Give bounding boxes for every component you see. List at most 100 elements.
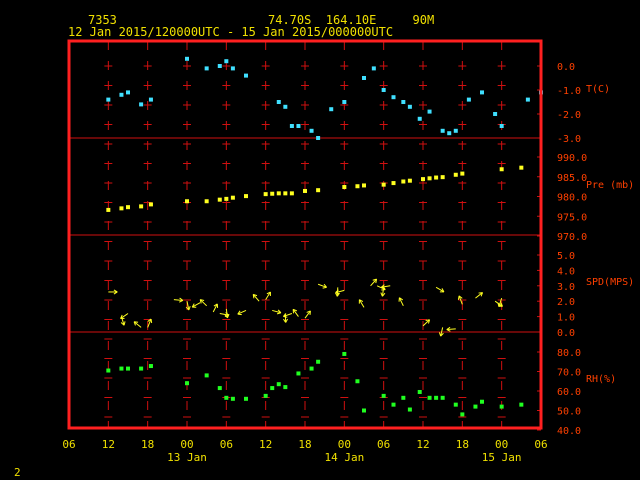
pressure-point xyxy=(263,192,268,197)
temperature-point xyxy=(466,97,471,102)
humidity-point xyxy=(283,385,288,390)
humidity-point xyxy=(119,366,124,371)
x-tick-label: 18 xyxy=(456,438,469,451)
wind-vector xyxy=(304,310,311,319)
x-date-label: 15 Jan xyxy=(482,451,522,464)
humidity-point xyxy=(224,395,229,400)
humidity-point xyxy=(381,393,386,398)
humidity-y-tick-label: 60.0 xyxy=(557,387,581,398)
pressure-point xyxy=(453,172,458,177)
wind-vector xyxy=(422,319,431,327)
humidity-point xyxy=(185,381,189,386)
temperature-point xyxy=(217,64,222,68)
humidity-point xyxy=(427,395,432,400)
pressure-point xyxy=(440,175,445,180)
humidity-point xyxy=(126,366,130,371)
wind-vector xyxy=(370,278,378,287)
humidity-point xyxy=(480,399,484,404)
wind-vector xyxy=(173,297,184,303)
wind-y-tick-label: 3.0 xyxy=(557,282,575,293)
temperature-y-tick-label: -2.0 xyxy=(557,110,581,121)
x-tick-label: 00 xyxy=(338,438,351,451)
x-tick-label: 00 xyxy=(495,438,508,451)
temperature-point xyxy=(139,102,144,107)
pressure-point xyxy=(342,185,347,190)
temperature-point xyxy=(371,66,376,71)
temperature-point xyxy=(499,124,504,128)
pressure-point xyxy=(119,206,124,211)
humidity-y-tick-label: 70.0 xyxy=(557,368,581,379)
x-tick-label: 18 xyxy=(141,438,154,451)
humidity-point xyxy=(139,366,144,371)
pressure-y-tick-label: 985.0 xyxy=(557,173,587,184)
humidity-point xyxy=(342,351,347,356)
temperature-y-tick-label: -3.0 xyxy=(557,134,581,145)
pressure-point xyxy=(427,176,432,181)
humidity-point xyxy=(473,404,478,409)
pressure-point xyxy=(391,181,396,186)
wind-vector xyxy=(108,289,118,295)
humidity-point xyxy=(316,359,321,364)
pressure-point xyxy=(316,188,321,193)
temperature-point xyxy=(381,88,386,92)
temperature-point xyxy=(119,92,124,97)
wind-vector xyxy=(283,313,289,323)
pressure-y-tick-label: 990.0 xyxy=(557,153,587,164)
pressure-point xyxy=(460,171,465,176)
wind-vector xyxy=(446,326,456,332)
humidity-point xyxy=(270,386,275,391)
pressure-point xyxy=(244,194,248,199)
pressure-point xyxy=(303,188,307,193)
plot-frame xyxy=(67,39,543,430)
pressure-point xyxy=(519,165,524,170)
x-tick-label: 12 xyxy=(416,438,429,451)
temperature-point xyxy=(329,107,334,112)
x-tick-label: 06 xyxy=(220,438,233,451)
wind-vector xyxy=(381,284,391,290)
x-tick-label: 12 xyxy=(102,438,115,451)
pressure-point xyxy=(499,167,504,172)
pressure-y-tick-label: 975.0 xyxy=(557,212,587,223)
humidity-point xyxy=(391,402,396,407)
wind-vector xyxy=(317,283,327,289)
wind-vector xyxy=(438,327,444,337)
temperature-y-tick-label: -1.0 xyxy=(557,86,581,97)
humidity-point xyxy=(440,395,445,400)
x-tick-label: 12 xyxy=(259,438,272,451)
wind-vector xyxy=(435,286,445,293)
x-tick-label: 06 xyxy=(62,438,75,451)
series xyxy=(106,56,543,417)
wind-vector xyxy=(358,299,365,308)
humidity-y-tick-label: 40.0 xyxy=(557,426,581,437)
x-date-label: 13 Jan xyxy=(167,451,207,464)
wind-y-tick-label: 0.0 xyxy=(557,328,575,339)
pressure-point xyxy=(381,182,386,187)
wind-vector xyxy=(185,301,191,311)
pressure-point xyxy=(434,175,439,180)
page-number: 2 xyxy=(14,466,21,479)
temperature-point xyxy=(427,109,432,114)
temperature-point xyxy=(309,128,314,133)
pressure-point xyxy=(204,199,209,204)
humidity-point xyxy=(244,396,248,401)
humidity-point xyxy=(417,389,422,394)
wind-vector xyxy=(335,289,345,295)
temperature-point xyxy=(417,116,422,121)
pressure-axis-label: Pre (mb) xyxy=(586,180,634,191)
wind-vector xyxy=(457,295,463,305)
humidity-point xyxy=(460,412,465,417)
temperature-point xyxy=(230,66,235,71)
wind-vector xyxy=(237,309,247,316)
temperature-point xyxy=(106,97,111,102)
temperature-point xyxy=(362,76,366,80)
pressure-point xyxy=(217,197,222,202)
x-tick-label: 06 xyxy=(534,438,547,451)
wind-vector xyxy=(147,318,153,328)
temperature-point xyxy=(126,90,130,95)
wind-vector xyxy=(224,308,230,319)
humidity-point xyxy=(519,402,524,407)
humidity-point xyxy=(263,393,268,398)
humidity-point xyxy=(499,404,504,409)
